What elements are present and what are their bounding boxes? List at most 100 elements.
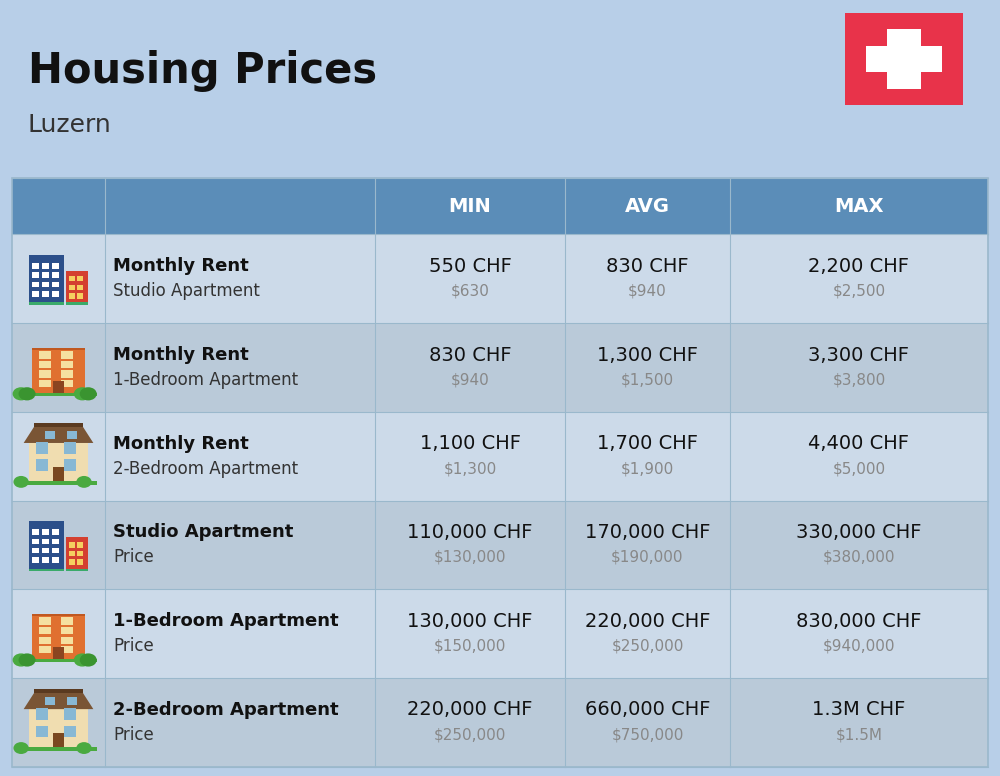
Text: 830 CHF: 830 CHF [606,257,689,275]
Bar [53,380,64,393]
Bar [64,726,76,737]
Bar [887,29,921,88]
Bar [69,559,75,565]
Polygon shape [24,691,93,709]
Bar [32,282,39,287]
Text: Price: Price [113,549,154,566]
Bar [42,291,49,296]
Bar [12,178,988,767]
Bar [12,412,988,501]
Bar [39,361,51,368]
Bar [61,370,73,378]
Bar [39,380,51,387]
Bar [565,178,730,234]
Bar [66,569,88,571]
Text: 1.3M CHF: 1.3M CHF [812,701,906,719]
Bar [20,747,97,750]
Text: 2,200 CHF: 2,200 CHF [808,257,910,275]
Text: $1,300: $1,300 [443,461,497,476]
Text: MIN: MIN [449,197,491,216]
Bar [77,293,83,299]
Bar [39,352,51,359]
Circle shape [13,476,29,488]
Text: 550 CHF: 550 CHF [429,257,511,275]
Bar [52,548,59,553]
Bar [12,678,988,767]
Bar [77,542,83,548]
Text: 660,000 CHF: 660,000 CHF [585,701,710,719]
Bar [32,539,39,544]
Bar [29,569,64,571]
Bar [845,13,963,105]
Text: $1.5M: $1.5M [836,727,883,743]
Bar [730,178,988,234]
Bar [52,291,59,296]
Bar [52,557,59,563]
Text: Monthly Rent: Monthly Rent [113,258,249,275]
Bar [69,542,75,548]
Bar [69,276,75,282]
Text: Luzern: Luzern [28,113,112,137]
Bar [20,481,97,484]
Text: 330,000 CHF: 330,000 CHF [796,523,922,542]
Text: 830,000 CHF: 830,000 CHF [796,611,922,631]
Bar [53,733,64,747]
Text: Housing Prices: Housing Prices [28,50,377,92]
Text: 130,000 CHF: 130,000 CHF [407,611,533,631]
Circle shape [19,653,36,667]
Bar [32,272,39,278]
Text: 170,000 CHF: 170,000 CHF [585,523,710,542]
Text: 2-Bedroom Apartment: 2-Bedroom Apartment [113,459,298,477]
Bar [61,646,73,653]
Circle shape [13,742,29,754]
Bar [12,501,988,589]
Bar [53,466,64,481]
Bar [32,614,85,616]
Text: $3,800: $3,800 [832,372,886,387]
Bar [12,589,988,678]
Text: 1-Bedroom Apartment: 1-Bedroom Apartment [113,371,298,389]
Text: $1,500: $1,500 [621,372,674,387]
Bar [36,726,48,737]
Bar [77,276,83,282]
Text: $150,000: $150,000 [434,639,506,653]
Bar [34,423,83,427]
Bar [53,647,64,659]
Bar [67,698,77,705]
Bar [45,698,55,705]
Bar [29,521,64,569]
Text: Studio Apartment: Studio Apartment [113,524,293,542]
Text: 1,300 CHF: 1,300 CHF [597,345,698,365]
Bar [77,285,83,290]
Bar [29,443,88,481]
Bar [39,627,51,634]
Bar [66,537,88,569]
Text: 3,300 CHF: 3,300 CHF [808,345,910,365]
Bar [36,708,48,720]
Bar [52,272,59,278]
Circle shape [13,387,30,400]
Text: Monthly Rent: Monthly Rent [113,435,249,452]
Bar [32,557,39,563]
Text: 4,400 CHF: 4,400 CHF [808,435,910,453]
Bar [42,548,49,553]
Bar [12,323,988,412]
Bar [32,614,85,659]
Circle shape [80,387,97,400]
Text: Price: Price [113,726,154,743]
Text: $380,000: $380,000 [823,550,895,565]
Bar [29,709,88,747]
Bar [66,271,88,303]
Bar [69,293,75,299]
Bar [32,291,39,296]
Bar [32,348,85,393]
Text: MAX: MAX [834,197,884,216]
Text: 1,100 CHF: 1,100 CHF [420,435,520,453]
Polygon shape [24,424,93,443]
Bar [77,551,83,556]
Bar [42,539,49,544]
Bar [69,285,75,290]
Text: AVG: AVG [625,197,670,216]
Text: Price: Price [113,637,154,655]
Bar [42,529,49,535]
